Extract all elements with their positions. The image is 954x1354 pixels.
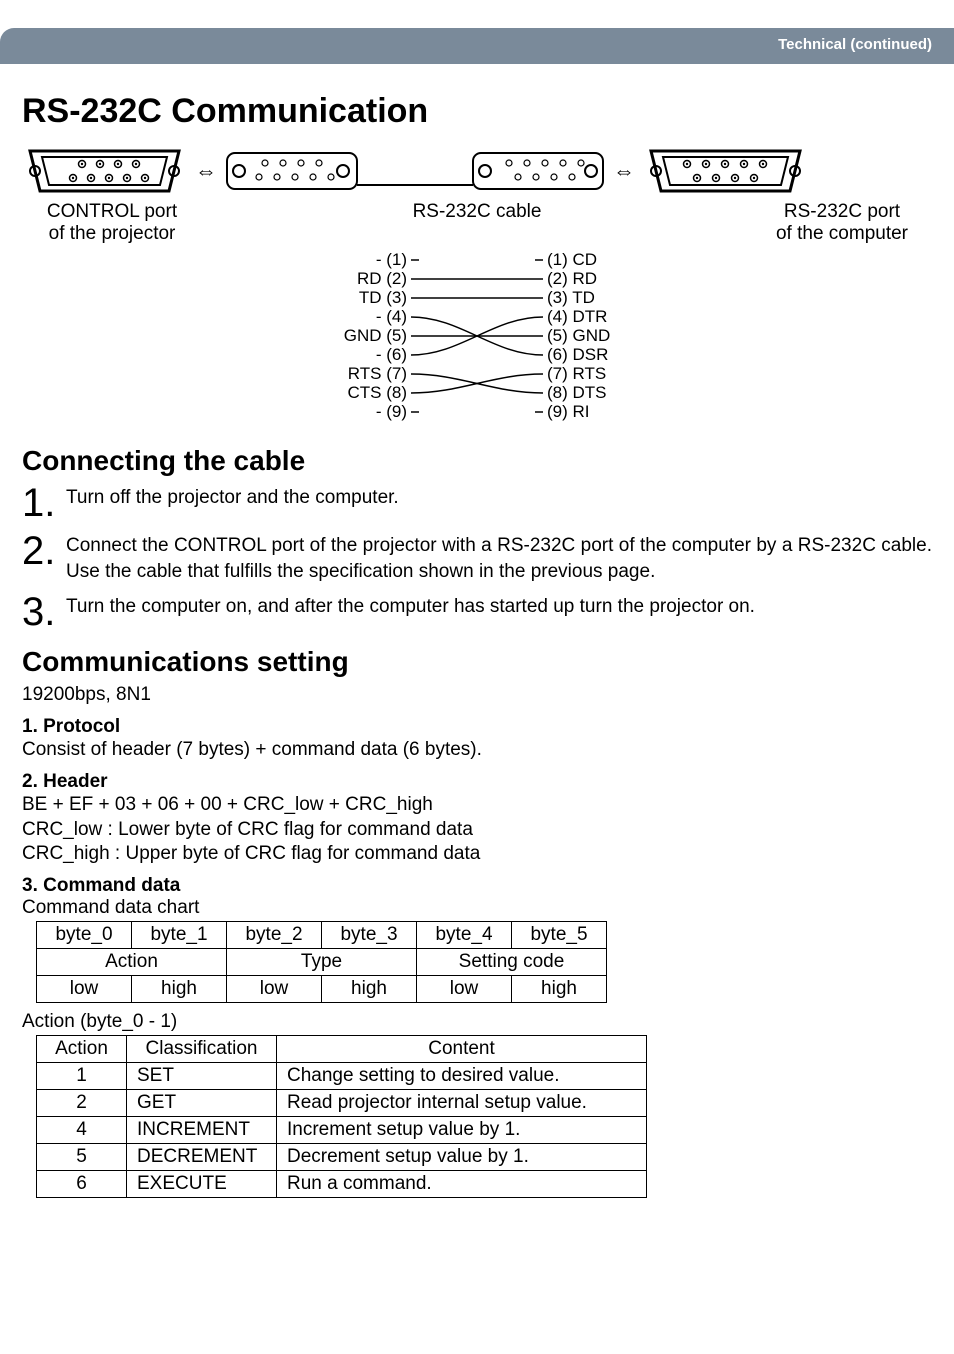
header-bar: Technical (continued) bbox=[0, 28, 954, 64]
pin-diagram: - (1)RD (2)TD (3)- (4)GND (5)- (6)RTS (7… bbox=[22, 251, 932, 431]
rs232-port-label-1: RS-232C port bbox=[752, 201, 932, 223]
table-cell: low bbox=[227, 976, 322, 1003]
table-cell: 6 bbox=[37, 1171, 127, 1198]
pin-left-label: RD (2) bbox=[357, 269, 407, 288]
table-cell: byte_2 bbox=[227, 922, 322, 949]
pin-left-label: - (9) bbox=[376, 402, 407, 421]
arrow-right-icon: ⇔ bbox=[611, 158, 637, 184]
table-cell: 1 bbox=[37, 1063, 127, 1090]
pin-right-label: (1) CD bbox=[547, 251, 597, 269]
table-header: Classification bbox=[127, 1036, 277, 1063]
pin-right-label: (4) DTR bbox=[547, 307, 607, 326]
pin-right-label: (8) DTS bbox=[547, 383, 607, 402]
table-cell: Type bbox=[227, 949, 417, 976]
control-port-label-2: of the projector bbox=[22, 223, 202, 245]
table-cell: Change setting to desired value. bbox=[277, 1063, 647, 1090]
step-text: Turn the computer on, and after the comp… bbox=[66, 592, 755, 632]
action-caption: Action (byte_0 - 1) bbox=[22, 1011, 932, 1033]
table-cell: Action bbox=[37, 949, 227, 976]
cmd-data-title: 3. Command data bbox=[22, 875, 932, 897]
db9-female-projector-icon bbox=[22, 145, 187, 197]
table-cell: GET bbox=[127, 1090, 277, 1117]
step-text: Connect the CONTROL port of the projecto… bbox=[66, 531, 932, 584]
table-header: Action bbox=[37, 1036, 127, 1063]
header-title: 2. Header bbox=[22, 771, 932, 793]
table-cell: byte_0 bbox=[37, 922, 132, 949]
table-cell: EXECUTE bbox=[127, 1171, 277, 1198]
pin-right-label: (2) RD bbox=[547, 269, 597, 288]
action-table: ActionClassificationContent 1SETChange se… bbox=[36, 1035, 647, 1198]
step-row: 1.Turn off the projector and the compute… bbox=[22, 483, 932, 523]
pin-left-label: TD (3) bbox=[359, 288, 407, 307]
table-cell: Read projector internal setup value. bbox=[277, 1090, 647, 1117]
table-cell: low bbox=[37, 976, 132, 1003]
cable-icon bbox=[225, 145, 605, 197]
pin-right-label: (7) RTS bbox=[547, 364, 606, 383]
header-line-1: BE + EF + 03 + 06 + 00 + CRC_low + CRC_h… bbox=[22, 793, 932, 818]
connector-row: ⇔ bbox=[22, 145, 932, 197]
table-cell: 2 bbox=[37, 1090, 127, 1117]
table-cell: Setting code bbox=[417, 949, 607, 976]
table-cell: Increment setup value by 1. bbox=[277, 1117, 647, 1144]
control-port-label-1: CONTROL port bbox=[22, 201, 202, 223]
table-cell: Decrement setup value by 1. bbox=[277, 1144, 647, 1171]
pin-right-label: (5) GND bbox=[547, 326, 610, 345]
connecting-title: Connecting the cable bbox=[22, 445, 932, 477]
page-title: RS-232C Communication bbox=[22, 92, 932, 131]
pin-left-label: - (6) bbox=[376, 345, 407, 364]
step-number: 2. bbox=[22, 531, 66, 584]
table-cell: high bbox=[132, 976, 227, 1003]
cmd-table: byte_0byte_1byte_2byte_3byte_4byte_5 Acti… bbox=[36, 921, 607, 1003]
table-cell: INCREMENT bbox=[127, 1117, 277, 1144]
comm-rate: 19200bps, 8N1 bbox=[22, 684, 932, 706]
table-header: Content bbox=[277, 1036, 647, 1063]
table-cell: byte_4 bbox=[417, 922, 512, 949]
table-cell: byte_5 bbox=[512, 922, 607, 949]
breadcrumb: Technical (continued) bbox=[778, 36, 932, 53]
pin-left-label: CTS (8) bbox=[348, 383, 408, 402]
connector-labels: CONTROL port of the projector RS-232C ca… bbox=[22, 201, 932, 245]
table-cell: DECREMENT bbox=[127, 1144, 277, 1171]
step-text: Turn off the projector and the computer. bbox=[66, 483, 399, 523]
table-cell: byte_3 bbox=[322, 922, 417, 949]
table-cell: byte_1 bbox=[132, 922, 227, 949]
table-cell: SET bbox=[127, 1063, 277, 1090]
pin-right-label: (9) RI bbox=[547, 402, 590, 421]
protocol-text: Consist of header (7 bytes) + command da… bbox=[22, 738, 932, 763]
comm-title: Communications setting bbox=[22, 646, 932, 678]
cable-label: RS-232C cable bbox=[202, 201, 752, 223]
arrow-left-icon: ⇔ bbox=[193, 158, 219, 184]
header-line-3: CRC_high : Upper byte of CRC flag for co… bbox=[22, 842, 932, 867]
protocol-title: 1. Protocol bbox=[22, 716, 932, 738]
pin-right-label: (6) DSR bbox=[547, 345, 608, 364]
pin-left-label: - (1) bbox=[376, 251, 407, 269]
step-number: 1. bbox=[22, 483, 66, 523]
step-number: 3. bbox=[22, 592, 66, 632]
cmd-caption: Command data chart bbox=[22, 897, 932, 919]
page-content: RS-232C Communication ⇔ bbox=[0, 64, 954, 1198]
pin-left-label: GND (5) bbox=[344, 326, 407, 345]
db9-computer-icon bbox=[643, 145, 808, 197]
header-line-2: CRC_low : Lower byte of CRC flag for com… bbox=[22, 818, 932, 843]
step-row: 3.Turn the computer on, and after the co… bbox=[22, 592, 932, 632]
table-cell: 4 bbox=[37, 1117, 127, 1144]
step-row: 2.Connect the CONTROL port of the projec… bbox=[22, 531, 932, 584]
table-cell: 5 bbox=[37, 1144, 127, 1171]
table-cell: high bbox=[512, 976, 607, 1003]
table-cell: high bbox=[322, 976, 417, 1003]
rs232-port-label-2: of the computer bbox=[752, 223, 932, 245]
table-cell: low bbox=[417, 976, 512, 1003]
pin-left-label: RTS (7) bbox=[348, 364, 407, 383]
pin-right-label: (3) TD bbox=[547, 288, 595, 307]
table-cell: Run a command. bbox=[277, 1171, 647, 1198]
pin-left-label: - (4) bbox=[376, 307, 407, 326]
